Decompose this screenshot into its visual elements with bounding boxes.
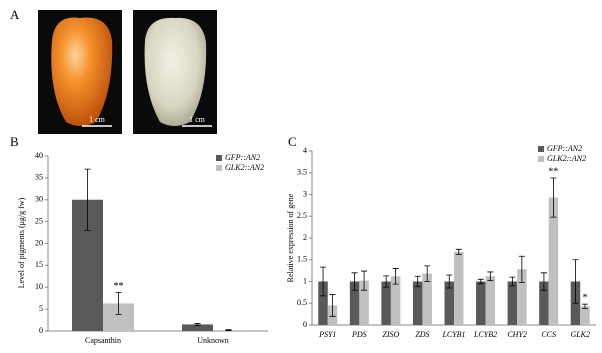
error-bar bbox=[351, 272, 358, 291]
error-bar bbox=[581, 303, 588, 309]
y-tick-label: 10 bbox=[35, 282, 43, 291]
bar bbox=[539, 281, 549, 325]
bar bbox=[318, 281, 328, 325]
legend-label: GFP::AN2 bbox=[225, 153, 260, 162]
legend-label: GLK2::AN2 bbox=[225, 163, 264, 172]
x-tick-label: CHY2 bbox=[507, 330, 527, 339]
error-bar bbox=[550, 177, 557, 218]
x-tick-label: CCS bbox=[541, 330, 556, 339]
y-tick-label: 15 bbox=[35, 260, 43, 269]
bar bbox=[454, 251, 464, 325]
bar bbox=[485, 276, 496, 325]
significance-label: ** bbox=[114, 281, 124, 292]
significance-label: * bbox=[582, 292, 587, 303]
x-tick-label: Unknown bbox=[197, 336, 229, 345]
error-bar bbox=[329, 294, 336, 317]
error-bar bbox=[424, 265, 431, 282]
legend-swatch bbox=[216, 155, 222, 161]
bar bbox=[182, 324, 213, 331]
x-tick-label: LCYB1 bbox=[441, 330, 465, 339]
y-tick-label: 5 bbox=[39, 304, 43, 313]
y-tick-label: 3.5 bbox=[297, 168, 307, 177]
error-bar bbox=[84, 168, 91, 231]
scale-label: 1 cm bbox=[89, 115, 106, 124]
legend-label: GLK2::AN2 bbox=[547, 154, 586, 163]
x-tick-label: PDS bbox=[351, 330, 367, 339]
error-bar bbox=[115, 292, 122, 315]
y-tick-label: 0.5 bbox=[297, 298, 307, 307]
x-tick-label: ZDS bbox=[415, 330, 429, 339]
panel-label: C bbox=[288, 134, 297, 149]
error-bar bbox=[392, 268, 399, 285]
error-bar bbox=[509, 276, 516, 287]
y-tick-label: 1 bbox=[303, 276, 307, 285]
panel-label: B bbox=[10, 134, 19, 149]
scale-label: 1 cm bbox=[189, 115, 206, 124]
error-bar bbox=[446, 274, 453, 289]
y-tick-label: 0 bbox=[303, 320, 307, 329]
y-tick-label: 1.5 bbox=[297, 255, 307, 264]
error-bar bbox=[320, 266, 327, 297]
y-axis-label: Relative expression of gene bbox=[286, 193, 295, 282]
y-tick-label: 0 bbox=[39, 326, 43, 335]
x-tick-label: LCYB2 bbox=[473, 330, 497, 339]
bar bbox=[390, 276, 401, 325]
error-bar bbox=[383, 275, 390, 288]
x-tick-label: GLK2 bbox=[570, 330, 590, 339]
y-tick-label: 4 bbox=[303, 146, 307, 155]
legend-swatch bbox=[216, 165, 222, 171]
error-bar bbox=[455, 248, 462, 255]
x-tick-label: PSY1 bbox=[318, 330, 336, 339]
bar bbox=[422, 273, 432, 325]
error-bar bbox=[540, 272, 547, 291]
bar bbox=[580, 306, 590, 325]
error-bar bbox=[487, 271, 494, 282]
significance-label: ** bbox=[548, 166, 558, 177]
error-bar bbox=[194, 323, 201, 326]
y-tick-label: 40 bbox=[35, 151, 43, 160]
legend-swatch bbox=[538, 146, 544, 152]
y-axis-label: Level of pigments (μg/g fw) bbox=[17, 197, 26, 288]
y-tick-label: 30 bbox=[35, 195, 43, 204]
error-bar bbox=[361, 270, 368, 291]
bar bbox=[381, 281, 391, 325]
bar bbox=[444, 281, 454, 325]
bar bbox=[548, 197, 559, 325]
bar bbox=[507, 281, 518, 325]
y-tick-label: 35 bbox=[35, 173, 43, 182]
bar bbox=[517, 269, 527, 325]
legend-swatch bbox=[538, 156, 544, 162]
bar bbox=[412, 281, 423, 325]
y-tick-label: 3 bbox=[303, 189, 307, 198]
y-tick-label: 2 bbox=[303, 233, 307, 242]
panel-label: A bbox=[10, 7, 20, 22]
legend-label: GFP::AN2 bbox=[547, 144, 582, 153]
bar bbox=[359, 280, 369, 325]
x-tick-label: Capsanthin bbox=[85, 336, 121, 345]
error-bar bbox=[477, 278, 484, 285]
error-bar bbox=[572, 259, 579, 304]
error-bar bbox=[414, 275, 421, 288]
white-pepper bbox=[144, 17, 207, 126]
orange-pepper bbox=[51, 17, 113, 126]
y-tick-label: 20 bbox=[35, 238, 43, 247]
y-tick-label: 2.5 bbox=[297, 211, 307, 220]
bar bbox=[476, 281, 486, 325]
y-tick-label: 25 bbox=[35, 216, 43, 225]
error-bar bbox=[225, 329, 232, 331]
x-tick-label: ZISO bbox=[382, 330, 399, 339]
error-bar bbox=[518, 255, 525, 283]
bar bbox=[349, 281, 360, 325]
